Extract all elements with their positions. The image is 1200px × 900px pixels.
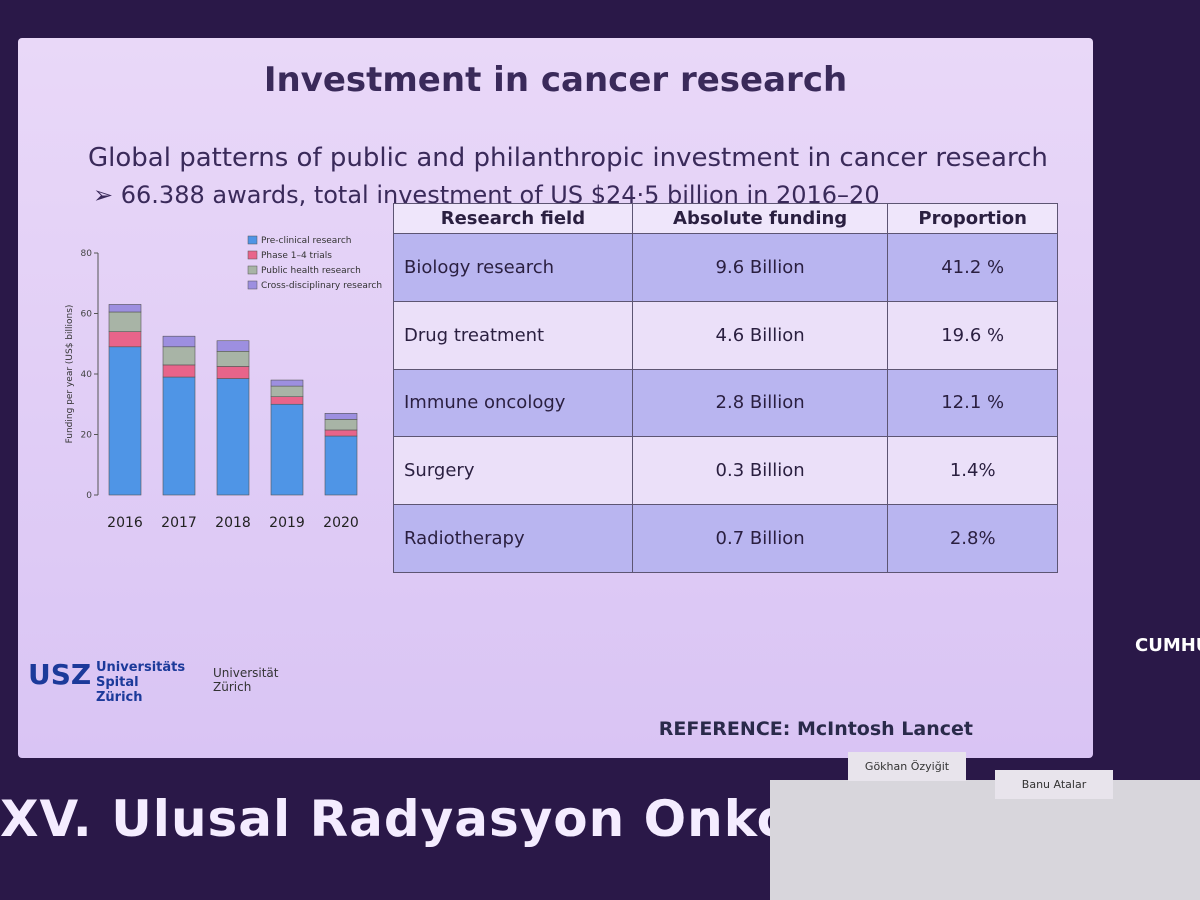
bar-segment <box>270 403 304 496</box>
logo-text: Universitäts Spital Zürich <box>96 660 186 705</box>
slide: Investment in cancer research Global pat… <box>18 38 1093 758</box>
legend-label: Cross-disciplinary research <box>261 281 382 291</box>
reference: REFERENCE: McIntosh Lancet <box>658 718 973 740</box>
row: Drug treatment 4.6 Billion 19.6 % <box>393 300 1058 370</box>
header-row: Research field Absolute funding Proportion <box>393 203 1058 234</box>
bar-segment <box>162 376 196 496</box>
y-tick-label: 0 <box>86 491 92 501</box>
side-text: CUMHU <box>1135 635 1200 656</box>
y-tick-label: 20 <box>81 431 93 441</box>
x-tick-label: 2020 <box>323 515 359 531</box>
cell: 9.6 Billion <box>631 233 889 302</box>
bar-segment <box>108 331 142 348</box>
cell: Surgery <box>393 436 633 506</box>
x-tick-label: 2019 <box>269 515 305 531</box>
cell: 1.4% <box>887 436 1058 506</box>
cell: 4.6 Billion <box>631 300 889 370</box>
x-tick-label: 2017 <box>161 515 197 531</box>
table: Research field Absolute funding Proportion… <box>393 203 1058 573</box>
bar-segment <box>270 379 304 387</box>
legend-swatch <box>247 265 258 275</box>
row: Immune oncology 2.8 Billion 12.1 % <box>393 368 1058 438</box>
logo: USZ <box>28 658 92 691</box>
cell: 12.1 % <box>887 368 1058 438</box>
x-tick-label: 2018 <box>215 515 251 531</box>
cell: 2.8 Billion <box>631 368 889 438</box>
bar-segment <box>162 346 196 366</box>
bar-segment <box>162 364 196 378</box>
legend-label: Pre-clinical research <box>261 236 351 246</box>
bar-segment <box>216 351 250 367</box>
legend-label: Phase 1–4 trials <box>261 251 332 261</box>
cell: 41.2 % <box>887 233 1058 302</box>
chart: Funding per year (US$ billions) 0 20 40 60 80… <box>65 235 382 531</box>
legend-swatch <box>247 235 258 245</box>
cell: Drug treatment <box>393 300 633 370</box>
legend-swatch <box>247 250 258 260</box>
header-cell: Proportion <box>887 203 1058 234</box>
bar-segment <box>216 340 250 352</box>
row: Surgery 0.3 Billion 1.4% <box>393 436 1058 506</box>
legend-label: Public health research <box>261 266 361 276</box>
row: Radiotherapy 0.7 Billion 2.8% <box>393 504 1058 573</box>
x-tick-label: 2016 <box>107 515 143 531</box>
y-axis-label: Funding per year (US$ billions) <box>65 305 75 444</box>
logo-text: Universität Zürich <box>213 666 279 694</box>
bar-segment <box>324 419 358 431</box>
cell: Immune oncology <box>393 368 633 438</box>
bar-segment <box>324 429 358 437</box>
bar-segment <box>108 304 142 313</box>
nameplate: Banu Atalar <box>995 770 1113 799</box>
bar-segment <box>216 378 250 496</box>
bar-segment <box>324 435 358 496</box>
header-cell: Research field <box>393 203 633 234</box>
cell: 0.7 Billion <box>631 504 889 573</box>
cell: 19.6 % <box>887 300 1058 370</box>
bar-segment <box>162 335 196 348</box>
bar-segment <box>216 366 250 379</box>
subtitle: Global patterns of public and philanthro… <box>88 143 1048 173</box>
cell: 0.3 Billion <box>631 436 889 506</box>
header-cell: Absolute funding <box>631 203 889 234</box>
bar-segment <box>108 346 142 496</box>
bar-segment <box>270 385 304 397</box>
row: Biology research 9.6 Billion 41.2 % <box>393 233 1058 302</box>
legend-swatch <box>247 280 258 290</box>
cell: 2.8% <box>887 504 1058 573</box>
bar-segment <box>324 413 358 420</box>
table-body: Biology research 9.6 Billion 41.2 % Drug tr… <box>393 233 1058 573</box>
cell: Radiotherapy <box>393 504 633 573</box>
bar-segment <box>108 311 142 332</box>
y-tick-label: 40 <box>81 370 93 380</box>
slide-title: Investment in cancer research <box>263 60 848 100</box>
nameplate: Gökhan Özyiğit <box>848 752 966 781</box>
bar-segment <box>270 396 304 405</box>
desk <box>770 780 1200 900</box>
cell: Biology research <box>393 233 633 302</box>
y-tick-label: 80 <box>81 249 93 259</box>
y-tick-label: 60 <box>81 310 93 320</box>
